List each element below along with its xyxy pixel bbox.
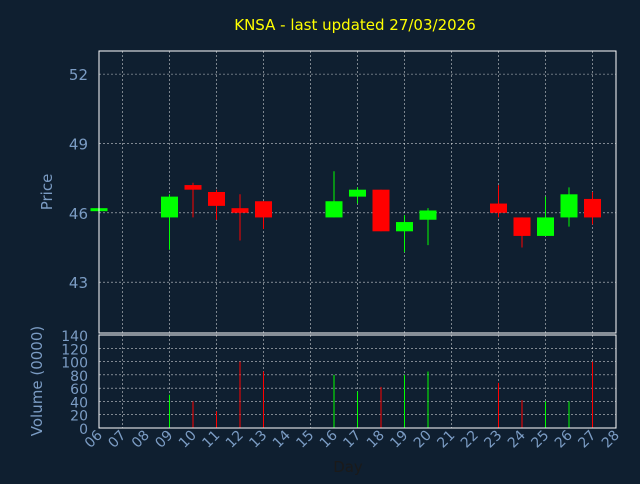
candle-body xyxy=(396,222,413,232)
volume-tick-label: 60 xyxy=(70,382,88,398)
volume-tick-label: 40 xyxy=(70,395,88,411)
price-tick-label: 46 xyxy=(69,205,88,223)
candle xyxy=(419,208,437,246)
volume-panel-frame xyxy=(98,334,617,429)
x-tick-label: 10 xyxy=(176,428,200,452)
x-axis-ticks: 06 07 08 09 10 11 12 13 14 15 16 17 18 19 20 21 22 23 24 25… xyxy=(82,427,623,451)
candle xyxy=(513,217,531,248)
x-tick-label: 07 xyxy=(105,428,129,452)
candle-body xyxy=(513,217,531,236)
candle-body xyxy=(325,201,343,218)
candle xyxy=(184,182,202,218)
x-tick-label: 26 xyxy=(552,427,576,451)
candle xyxy=(537,196,554,236)
candle-body xyxy=(584,198,601,218)
price-panel-frame xyxy=(98,50,617,334)
x-tick-label: 24 xyxy=(505,427,529,451)
candle-body xyxy=(255,201,272,218)
volume-tick-label: 0 xyxy=(79,422,88,438)
candle xyxy=(349,187,366,204)
candle-body xyxy=(349,189,366,197)
x-tick-label: 08 xyxy=(129,428,153,452)
candle-body xyxy=(231,208,249,213)
x-tick-label: 19 xyxy=(387,428,411,452)
candle xyxy=(372,189,390,232)
x-tick-label: 12 xyxy=(223,428,247,452)
candle xyxy=(255,201,272,229)
candle xyxy=(490,185,507,218)
price-tick-label: 43 xyxy=(69,274,88,292)
x-tick-label: 14 xyxy=(270,427,294,451)
volume-axis-label: Volume (0000) xyxy=(28,326,46,436)
candles xyxy=(90,171,601,253)
volume-tick-label: 20 xyxy=(70,409,88,425)
volume-bars xyxy=(169,361,593,428)
x-tick-label: 25 xyxy=(528,428,552,452)
x-tick-label: 13 xyxy=(246,428,270,452)
x-tick-label: 16 xyxy=(317,427,341,451)
volume-tick-label: 80 xyxy=(70,369,88,385)
candle-body xyxy=(537,217,554,236)
x-tick-label: 23 xyxy=(481,428,505,452)
candle xyxy=(161,194,178,250)
x-tick-label: 27 xyxy=(575,428,599,452)
x-tick-label: 22 xyxy=(458,428,482,452)
candle xyxy=(396,215,413,253)
candle-body xyxy=(161,196,178,218)
x-tick-label: 15 xyxy=(293,428,317,452)
candle-body xyxy=(184,185,202,190)
x-tick-label: 17 xyxy=(340,428,364,452)
price-tick-label: 49 xyxy=(69,135,88,153)
price-tick-label: 52 xyxy=(69,66,88,84)
x-axis-label: Day xyxy=(333,458,363,476)
candle xyxy=(325,171,343,218)
candle-body xyxy=(419,210,437,220)
x-tick-label: 28 xyxy=(599,428,623,452)
volume-tick-label: 140 xyxy=(61,329,88,345)
candle-body xyxy=(490,203,507,213)
candle xyxy=(560,187,578,227)
x-tick-label: 09 xyxy=(152,428,176,452)
x-tick-label: 21 xyxy=(434,428,458,452)
price-axis-label: Price xyxy=(38,174,56,211)
candle-body xyxy=(208,192,225,206)
x-tick-label: 18 xyxy=(364,428,388,452)
volume-tick-label: 120 xyxy=(61,342,88,358)
candle xyxy=(208,189,225,220)
x-tick-label: 20 xyxy=(411,428,435,452)
candle-body xyxy=(560,194,578,218)
candle xyxy=(584,192,601,225)
chart-title: KNSA - last updated 27/03/2026 xyxy=(234,16,476,34)
candle-body xyxy=(372,189,390,232)
volume-tick-label: 100 xyxy=(61,356,88,372)
price-y-ticks: 43 46 49 52 xyxy=(69,66,88,292)
x-tick-label: 11 xyxy=(199,428,223,452)
candle xyxy=(231,194,249,241)
